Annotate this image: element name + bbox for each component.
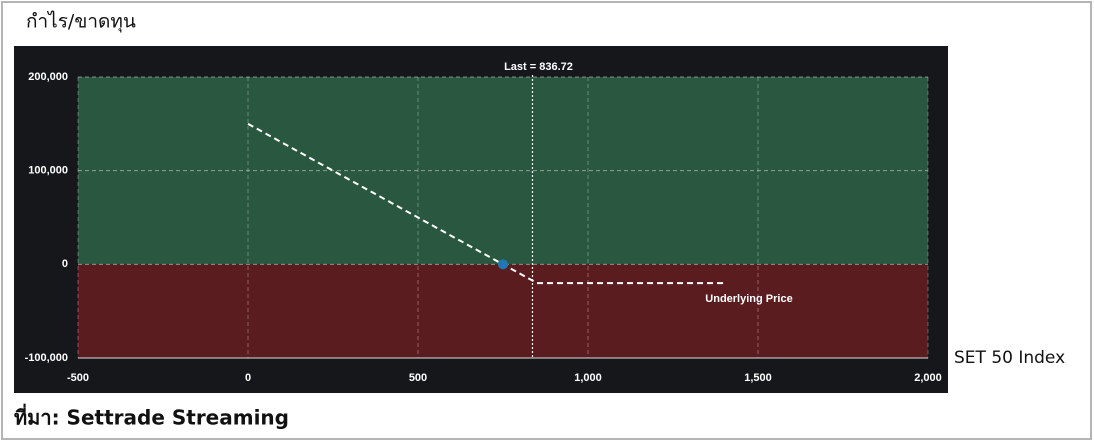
source: ที่มา: Settrade Streaming bbox=[14, 403, 289, 430]
breakeven-point bbox=[498, 259, 508, 270]
x-tick-label: 0 bbox=[245, 372, 251, 384]
x-tick-label: 2,000 bbox=[914, 372, 942, 384]
y-tick-label: 100,000 bbox=[28, 165, 68, 177]
y-tick-label: 200,000 bbox=[28, 71, 68, 83]
y-tick-label: -100,000 bbox=[25, 352, 68, 364]
x-tick-label: 1,000 bbox=[574, 372, 602, 384]
annotation: Underlying Price bbox=[705, 293, 792, 305]
y-tick-label: 0 bbox=[62, 258, 68, 270]
x-tick-label: -500 bbox=[67, 372, 89, 384]
reference-label: Last = 836.72 bbox=[504, 61, 573, 73]
profit-region bbox=[78, 77, 928, 265]
x-tick-label: 1,500 bbox=[744, 372, 772, 384]
x-tick-label: 500 bbox=[409, 372, 427, 384]
x-axis-label: SET 50 Index bbox=[954, 348, 1065, 368]
payoff-line bbox=[247, 122, 724, 285]
y-axis-label: กำไร/ขาดทุน bbox=[26, 11, 136, 34]
loss-region bbox=[78, 264, 928, 358]
